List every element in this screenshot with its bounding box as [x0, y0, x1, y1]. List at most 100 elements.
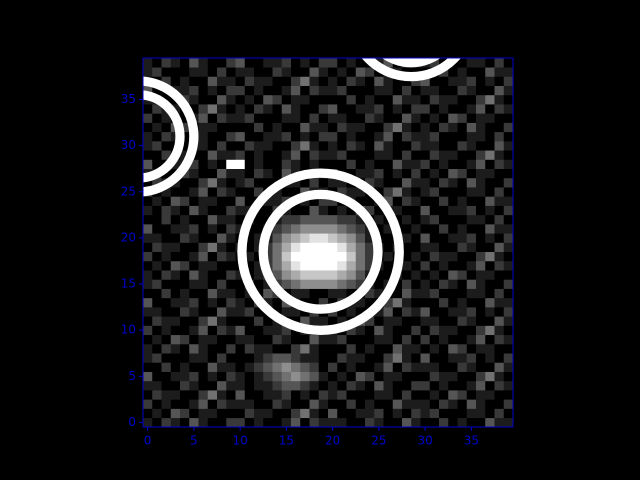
- pixel: [337, 408, 347, 419]
- pixel: [309, 159, 320, 169]
- pixel: [439, 205, 449, 216]
- pixel: [411, 242, 421, 253]
- pixel: [448, 104, 458, 114]
- pixel: [365, 196, 375, 206]
- pixel: [217, 76, 227, 86]
- pixel: [180, 67, 190, 77]
- pixel: [439, 150, 449, 160]
- pixel: [281, 187, 292, 197]
- pixel: [217, 279, 227, 289]
- pixel: [494, 214, 505, 225]
- pixel: [189, 168, 199, 179]
- pixel: [263, 343, 273, 354]
- pixel: [503, 251, 513, 262]
- pixel: [309, 279, 320, 289]
- pixel: [161, 343, 172, 354]
- pixel: [466, 104, 477, 114]
- pixel: [466, 325, 477, 336]
- pixel: [272, 104, 283, 114]
- pixel: [503, 113, 513, 123]
- pixel: [429, 187, 440, 197]
- pixel: [161, 390, 172, 400]
- pixel: [476, 85, 486, 96]
- pixel: [152, 260, 162, 271]
- y-tick-label: 5: [128, 369, 136, 383]
- pixel: [355, 371, 366, 382]
- pixel: [346, 233, 357, 243]
- pixel: [448, 270, 458, 280]
- pixel: [457, 233, 468, 243]
- pixel: [448, 297, 458, 308]
- pixel: [365, 122, 375, 133]
- pixel: [411, 353, 421, 363]
- pixel: [466, 371, 477, 382]
- pixel: [374, 307, 384, 317]
- pixel: [383, 122, 394, 133]
- pixel: [448, 325, 458, 336]
- pixel: [189, 343, 199, 354]
- pixel: [439, 85, 449, 96]
- pixel: [254, 177, 264, 188]
- pixel: [143, 343, 153, 354]
- pixel: [263, 334, 273, 345]
- pixel: [448, 353, 458, 363]
- pixel: [402, 353, 412, 363]
- pixel: [309, 94, 320, 105]
- pixel: [476, 260, 486, 271]
- pixel: [503, 325, 513, 336]
- pixel: [272, 242, 283, 253]
- pixel: [374, 205, 384, 216]
- pixel: [180, 58, 190, 68]
- pixel: [402, 380, 412, 391]
- pixel: [244, 150, 255, 160]
- pixel: [365, 159, 375, 169]
- pixel: [328, 260, 338, 271]
- pixel: [198, 371, 209, 382]
- pixel: [457, 260, 468, 271]
- pixel: [272, 131, 283, 142]
- pixel: [207, 58, 218, 68]
- pixel: [503, 380, 513, 391]
- pixel: [411, 141, 421, 151]
- pixel: [429, 94, 440, 105]
- pixel: [503, 242, 513, 253]
- pixel: [429, 168, 440, 179]
- pixel: [244, 343, 255, 354]
- pixel: [281, 390, 292, 400]
- pixel: [217, 58, 227, 68]
- pixel: [337, 214, 347, 225]
- pixel: [374, 353, 384, 363]
- pixel: [485, 168, 495, 179]
- pixel: [309, 150, 320, 160]
- y-tick-label: 20: [121, 230, 136, 244]
- pixel: [402, 122, 412, 133]
- pixel: [439, 417, 449, 427]
- pixel: [346, 390, 357, 400]
- pixel: [494, 270, 505, 280]
- pixel: [457, 279, 468, 289]
- pixel: [226, 76, 236, 86]
- pixel: [503, 150, 513, 160]
- pixel: [170, 362, 181, 372]
- pixel: [318, 343, 329, 354]
- pixel: [411, 224, 421, 234]
- pixel: [189, 85, 199, 96]
- pixel: [365, 297, 375, 308]
- pixel: [235, 196, 246, 206]
- pixel: [429, 85, 440, 96]
- pixel: [152, 316, 162, 326]
- pixel: [217, 131, 227, 142]
- pixel: [346, 380, 357, 391]
- pixel: [180, 408, 190, 419]
- pixel: [494, 288, 505, 299]
- pixel: [503, 260, 513, 271]
- pixel: [392, 113, 403, 123]
- pixel: [365, 316, 375, 326]
- pixel: [300, 353, 310, 363]
- pixel: [198, 94, 209, 105]
- pixel: [383, 224, 394, 234]
- pixel: [494, 399, 505, 409]
- pixel: [300, 399, 310, 409]
- pixel: [365, 417, 375, 427]
- pixel: [494, 417, 505, 427]
